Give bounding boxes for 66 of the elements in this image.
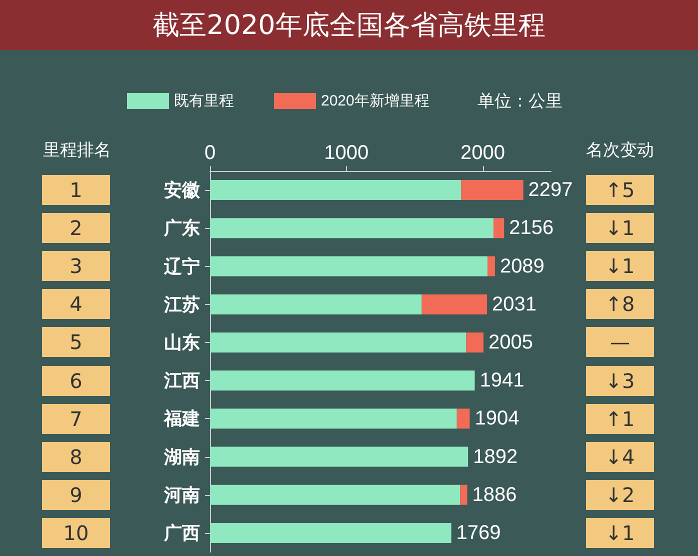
- bar: [210, 332, 466, 352]
- total-label: 1904: [474, 408, 520, 430]
- y-tick-label: 江苏: [163, 294, 200, 314]
- total-label: 1892: [473, 446, 518, 468]
- text: ↑1: [586, 404, 654, 434]
- bar: [422, 294, 488, 314]
- text: ↓1: [586, 251, 654, 282]
- bar: [210, 294, 422, 314]
- text: 3: [42, 251, 110, 282]
- text: 6: [42, 366, 110, 396]
- bar: [456, 408, 470, 429]
- text: 里程排名: [43, 140, 111, 162]
- text: 2: [42, 213, 110, 244]
- bar: [210, 256, 488, 276]
- text: 4: [42, 289, 110, 320]
- total-label: 2089: [500, 255, 544, 278]
- bar: [210, 180, 462, 200]
- total-label: 2031: [492, 293, 537, 316]
- y-tick-label: 江西: [163, 370, 200, 391]
- y-tick-label: 湖南: [163, 446, 200, 467]
- text: 5: [42, 327, 110, 358]
- text: 1: [42, 175, 110, 206]
- y-tick-label: 广西: [163, 522, 200, 543]
- y-tick-label: 山东: [164, 332, 200, 352]
- y-tick-label: 辽宁: [163, 256, 200, 276]
- y-tick-label: 福建: [163, 408, 200, 429]
- text: 单位：公里: [478, 90, 562, 112]
- text: ↓4: [586, 442, 654, 472]
- bar: [494, 218, 504, 238]
- text: —: [586, 327, 654, 358]
- text: 10: [42, 518, 110, 548]
- text: ↓3: [586, 366, 654, 396]
- total-label: 2156: [509, 217, 554, 240]
- x-tick-label: 0: [204, 142, 216, 164]
- bar: [210, 218, 494, 238]
- text: ↓1: [586, 518, 654, 548]
- x-tick-label: 2000: [460, 142, 506, 164]
- bar: [210, 446, 468, 467]
- bar: [466, 332, 484, 352]
- bar: [488, 256, 495, 276]
- chart-title: 截至2020年底全国各省高铁里程: [0, 0, 698, 50]
- bar: [210, 484, 460, 505]
- total-label: 2005: [488, 331, 533, 354]
- bar: [461, 180, 524, 200]
- text: 7: [42, 404, 110, 434]
- y-tick-label: 广东: [163, 218, 200, 238]
- text: ↓1: [586, 213, 654, 244]
- bar: [460, 484, 468, 505]
- legend-label: 既有里程: [174, 92, 234, 110]
- text: 9: [42, 480, 110, 510]
- total-label: 1941: [480, 370, 524, 392]
- x-tick-label: 1000: [324, 142, 369, 164]
- text: ↑8: [586, 289, 654, 320]
- bar: [210, 408, 457, 429]
- text: ↑5: [586, 175, 654, 206]
- y-tick-label: 安徽: [164, 180, 201, 200]
- text: 8: [42, 442, 110, 472]
- total-label: 1769: [456, 522, 501, 544]
- y-tick-label: 河南: [163, 484, 200, 505]
- bar: [210, 370, 475, 391]
- bar: [210, 522, 452, 543]
- total-label: 2297: [528, 179, 573, 202]
- text: 名次变动: [586, 140, 654, 162]
- legend-label: 2020年新增里程: [321, 92, 430, 110]
- total-label: 1886: [472, 484, 517, 506]
- text: ↓2: [586, 480, 654, 510]
